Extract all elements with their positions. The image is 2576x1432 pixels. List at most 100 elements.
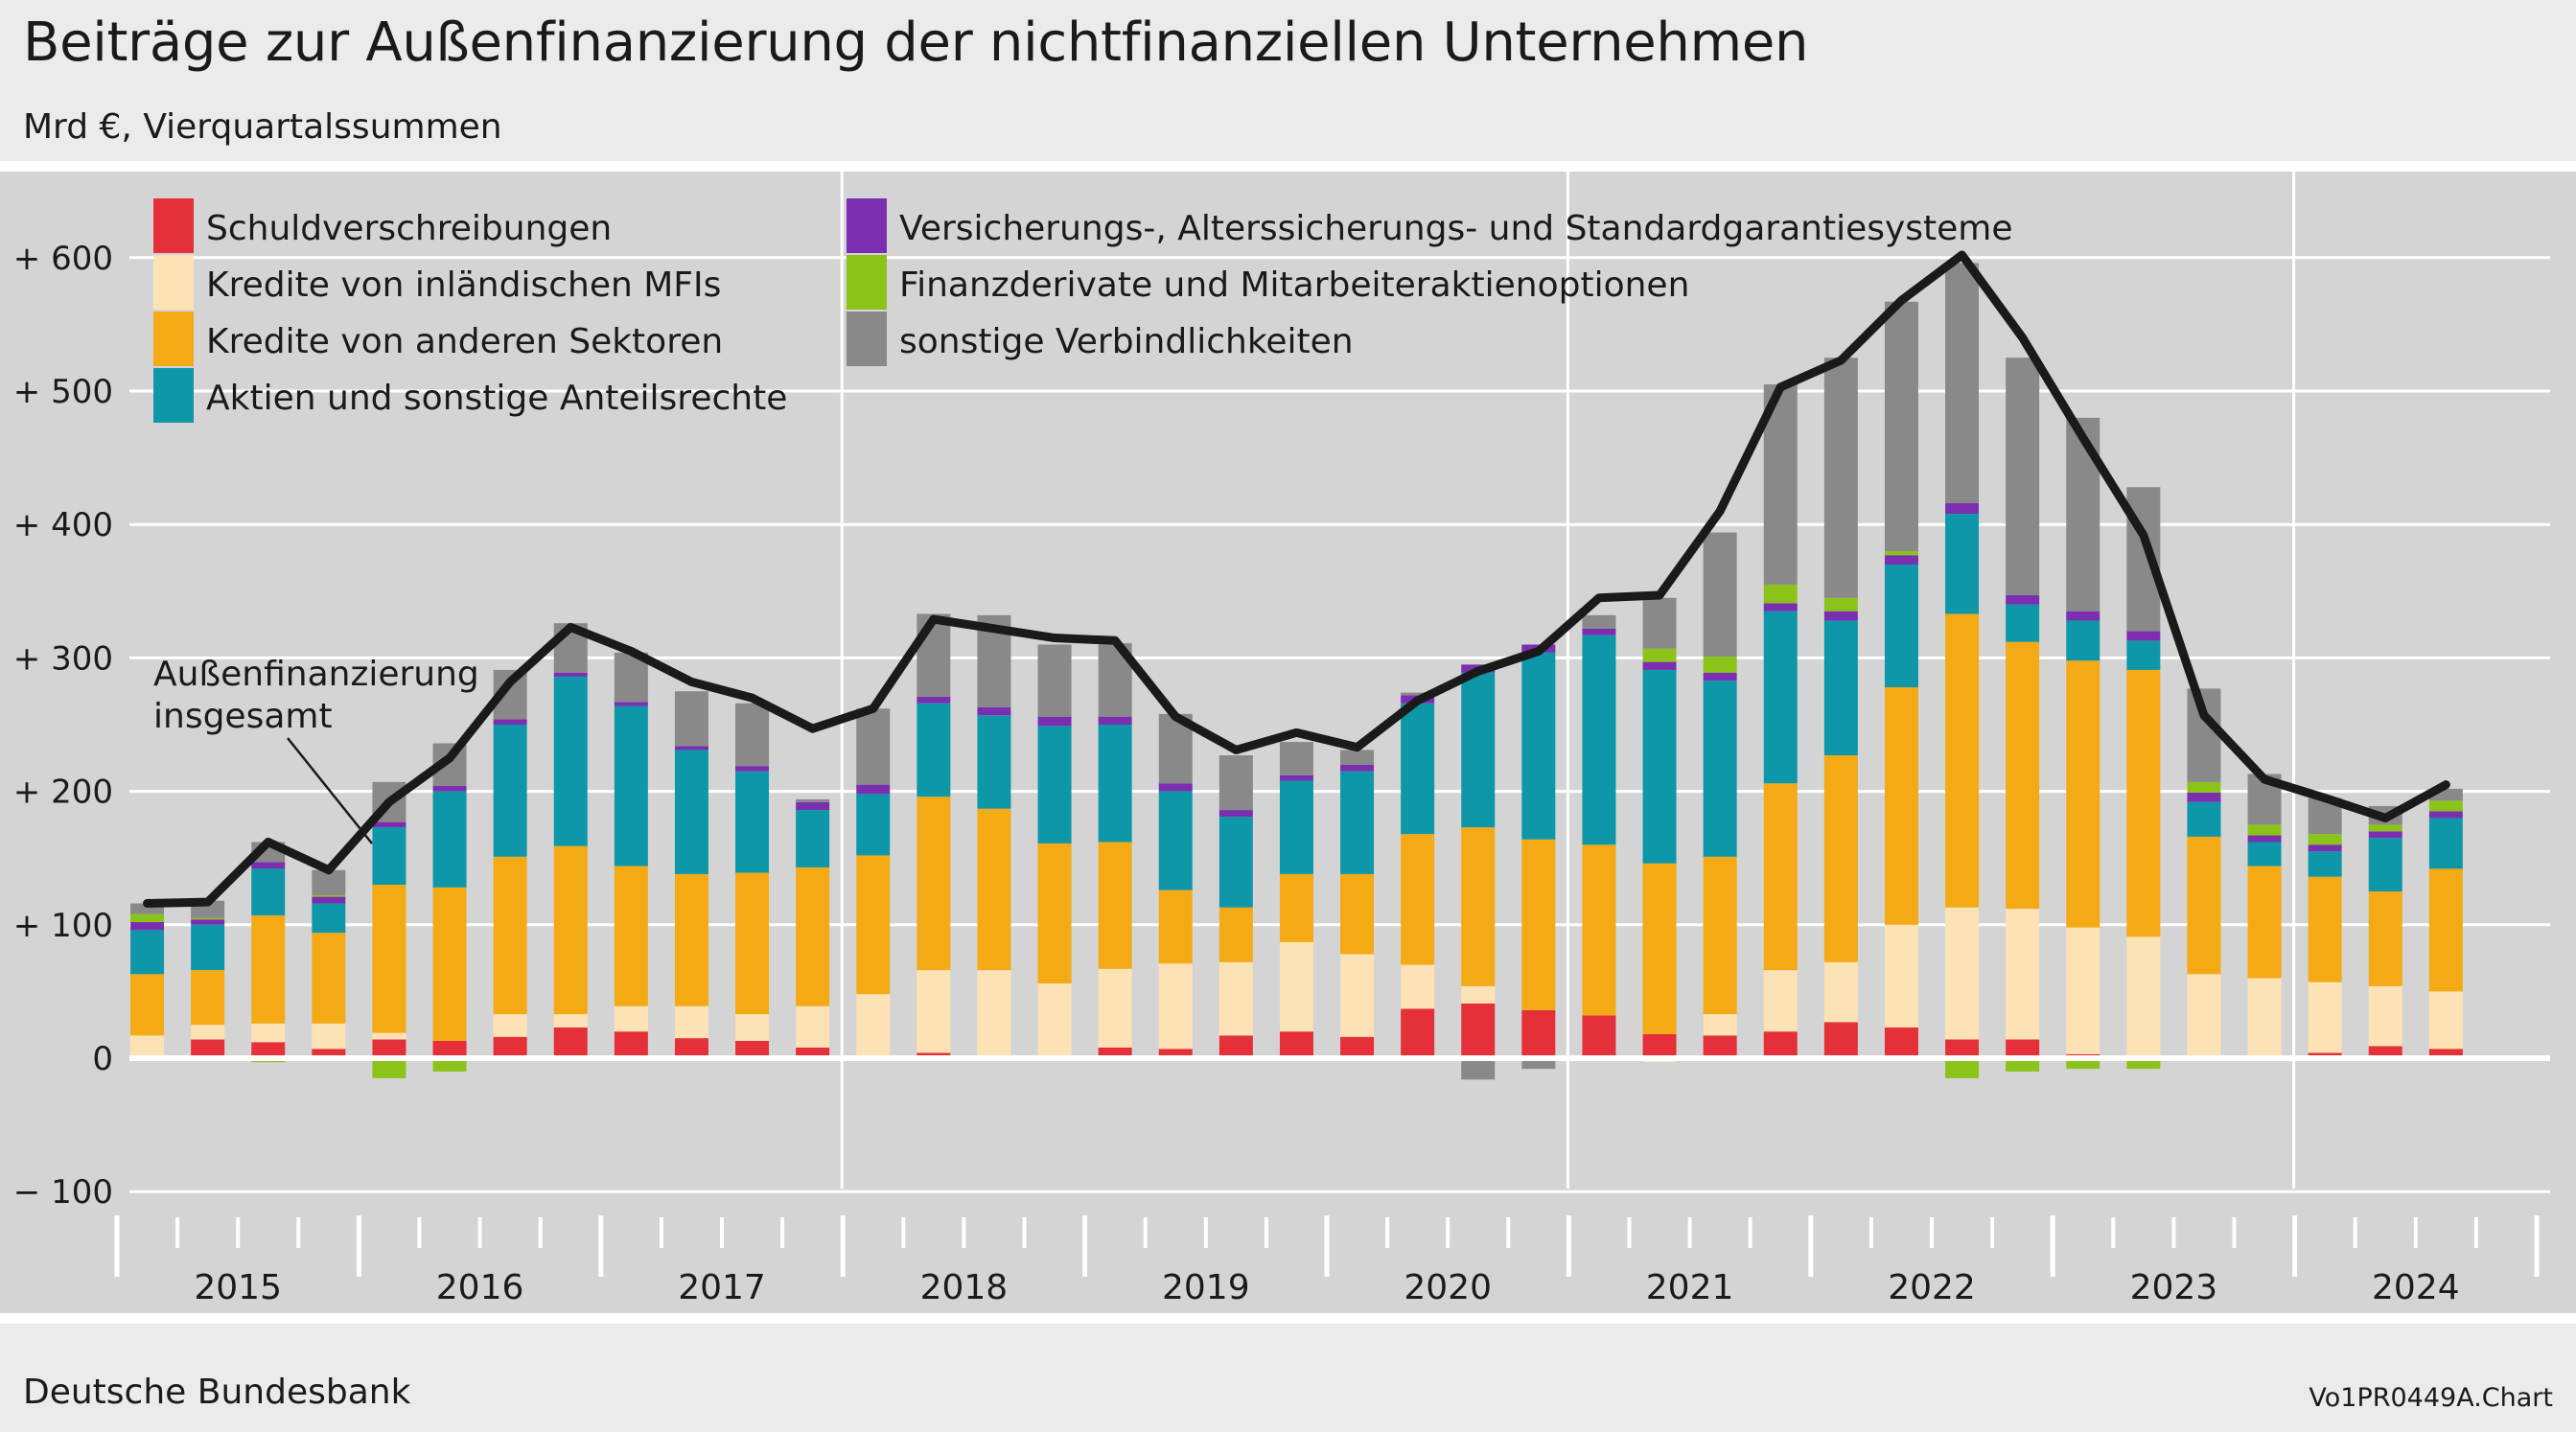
bar-segment: [251, 1042, 286, 1058]
bar-segment: [372, 827, 406, 886]
bar-segment: [2247, 842, 2282, 866]
bar-segment: [1401, 692, 1435, 696]
bar-segment: [1218, 907, 1253, 962]
bar-segment: [312, 1049, 346, 1058]
legend: Schuldverschreibungen Kredite von inländi…: [153, 198, 2013, 423]
bar-segment: [130, 974, 165, 1036]
bar-segment: [2006, 358, 2040, 595]
legend-swatch: [153, 312, 194, 366]
bar-segment: [856, 794, 891, 856]
y-axis-labels: − 100 0 + 100 + 200 + 300 + 400 + 500 + 600: [13, 240, 113, 1212]
bar-segment: [312, 933, 346, 1024]
bar-segment: [553, 845, 588, 1015]
bar-segment: [1945, 263, 1980, 503]
legend-swatch: [153, 255, 194, 310]
bar-segment: [2428, 1049, 2463, 1058]
bar-segment: [917, 703, 951, 797]
bar-segment: [1763, 603, 1798, 612]
bar-segment: [2308, 982, 2342, 1053]
bar-segment: [130, 922, 165, 931]
bar-segment: [1158, 1049, 1193, 1058]
source-label: Deutsche Bundesbank: [23, 1373, 411, 1412]
bar-segment: [1158, 963, 1193, 1050]
bar-segment: [1945, 1058, 1980, 1078]
bar-segment: [1582, 614, 1616, 629]
x-year-label: 2020: [1404, 1268, 1492, 1307]
bar-segment: [1884, 687, 1918, 925]
bar-segment: [1642, 648, 1677, 662]
bar-segment: [130, 1035, 165, 1056]
bar-segment: [1945, 613, 1980, 908]
y-tick-label: + 300: [13, 639, 113, 678]
bar-segment: [1582, 628, 1616, 635]
y-tick-label: + 200: [13, 774, 113, 812]
bar-segment: [674, 1005, 708, 1039]
bar-segment: [1642, 863, 1677, 1034]
legend-swatch: [847, 198, 887, 253]
bar-segment: [130, 913, 165, 923]
bar-segment: [432, 1058, 467, 1072]
bar-segment: [1098, 725, 1132, 843]
bar-segment: [1642, 597, 1677, 649]
bar-segment: [1218, 810, 1253, 818]
bar-segment: [2428, 868, 2463, 992]
bar-segment: [1218, 755, 1253, 811]
bar-segment: [1763, 970, 1798, 1032]
bar-segment: [1703, 1014, 1737, 1036]
bar-segment: [493, 725, 527, 857]
bar-segment: [2006, 1058, 2040, 1072]
bar-segment: [1823, 1022, 1858, 1058]
bar-segment: [1340, 750, 1375, 765]
bar-segment: [735, 1014, 770, 1041]
stacked-bars: [130, 263, 2463, 1080]
bar-segment: [1884, 924, 1918, 1028]
bar-segment: [1279, 742, 1313, 775]
bar-segment: [1218, 1035, 1253, 1058]
bar-segment: [917, 696, 951, 704]
bar-segment: [2308, 834, 2342, 845]
bar-segment: [553, 1027, 588, 1058]
bar-segment: [493, 856, 527, 1015]
bar-segment: [1763, 1031, 1798, 1058]
legend-swatch: [847, 255, 887, 310]
bar-segment: [2308, 844, 2342, 852]
y-tick-label: + 500: [13, 373, 113, 411]
bar-segment: [735, 872, 770, 1015]
bar-segment: [432, 887, 467, 1041]
bar-segment: [1401, 1008, 1435, 1058]
bar-segment: [1279, 941, 1313, 1032]
bar-segment: [2126, 640, 2161, 670]
bar-segment: [1642, 669, 1677, 864]
bar-segment: [2006, 604, 2040, 642]
bar-segment: [432, 1040, 467, 1058]
bar-segment: [2368, 891, 2402, 986]
bar-segment: [614, 705, 648, 866]
bar-segment: [372, 1058, 406, 1078]
bar-segment: [2247, 866, 2282, 979]
bar-segment: [2006, 1039, 2040, 1058]
bar-segment: [1945, 502, 1980, 515]
bar-segment: [2428, 811, 2463, 819]
bar-segment: [312, 1023, 346, 1050]
bar-segment: [674, 746, 708, 751]
bar-segment: [1098, 716, 1132, 725]
x-year-label: 2015: [194, 1268, 282, 1307]
x-year-label: 2017: [678, 1268, 766, 1307]
bar-segment: [2247, 824, 2282, 836]
bar-segment: [493, 719, 527, 725]
bar-segment: [312, 895, 346, 897]
bar-segment: [432, 791, 467, 888]
chart-id-label: Vo1PR0449A.Chart: [2309, 1383, 2553, 1413]
bar-segment: [674, 1038, 708, 1058]
bar-segment: [1521, 652, 1556, 840]
bar-segment: [2187, 801, 2221, 837]
bar-segment: [614, 702, 648, 706]
bar-segment: [1461, 1058, 1496, 1080]
bar-segment: [2066, 1058, 2100, 1070]
bar-segment: [1098, 968, 1132, 1048]
bar-segment: [251, 1023, 286, 1043]
bar-segment: [1401, 703, 1435, 835]
bar-segment: [130, 930, 165, 975]
bar-segment: [2187, 974, 2221, 1057]
bar-segment: [1158, 783, 1193, 792]
